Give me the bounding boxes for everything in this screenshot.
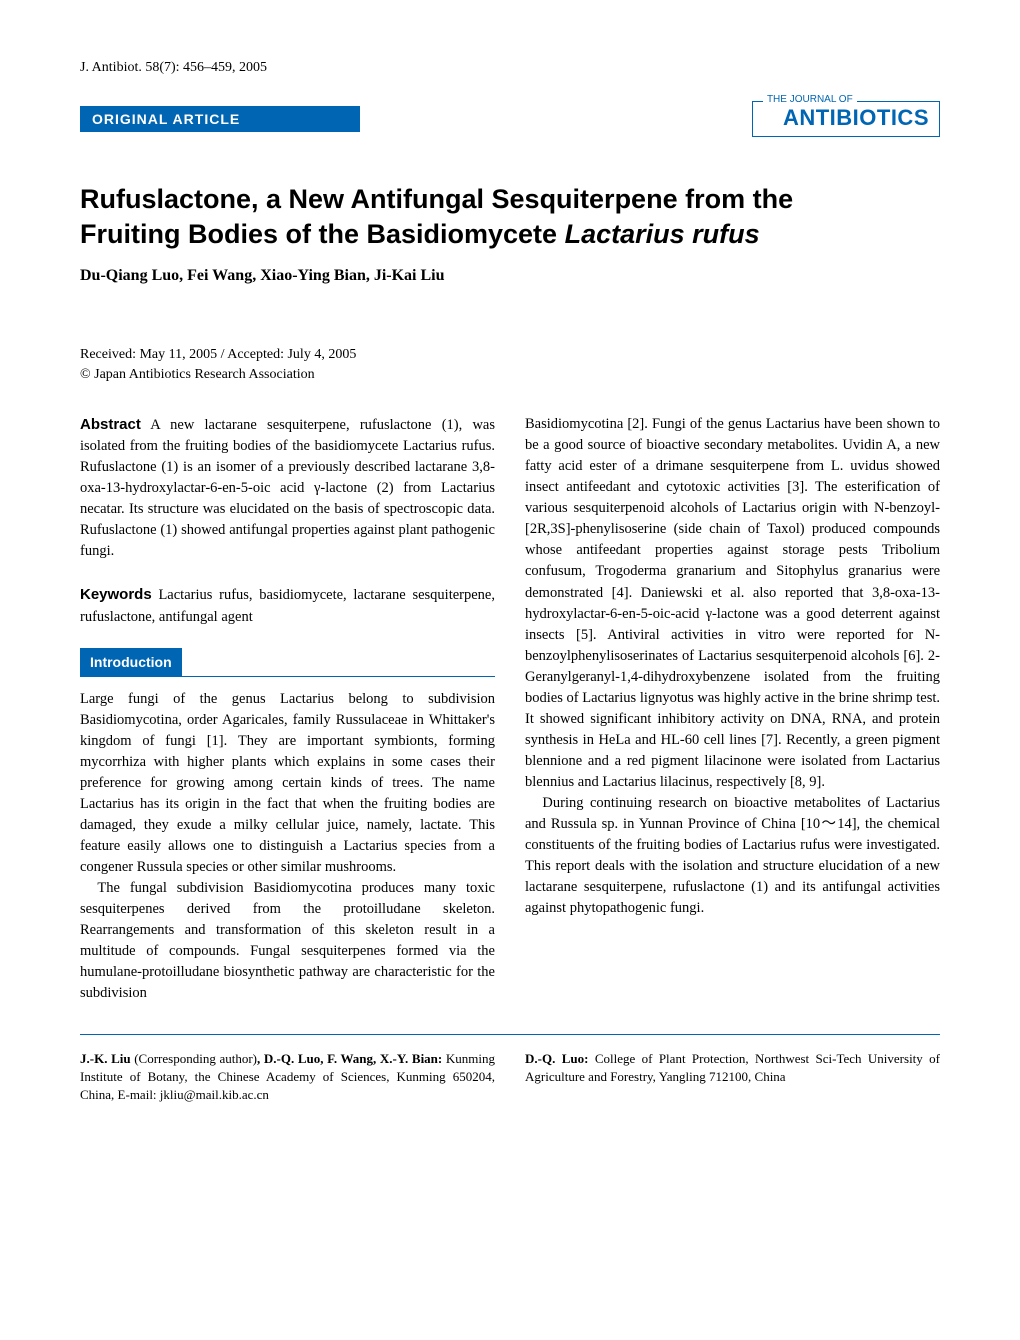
citation-text: J. Antibiot. 58(7): 456–459, 2005 (80, 60, 940, 76)
copyright: © Japan Antibiotics Research Association (80, 365, 940, 385)
footer-coauthors: , D.-Q. Luo, F. Wang, X.-Y. Bian: (257, 1051, 446, 1066)
title-line1: Rufuslactone, a New Antifungal Sesquiter… (80, 184, 793, 214)
footer-author-right: D.-Q. Luo: (525, 1051, 595, 1066)
keywords-block: Keywords Lactarius rufus, basidiomycete,… (80, 584, 495, 627)
footer-left: J.-K. Liu (Corresponding author), D.-Q. … (80, 1050, 495, 1105)
journal-prefix: THE JOURNAL OF (763, 94, 857, 105)
intro-paragraph-1: Large fungi of the genus Lactarius belon… (80, 689, 495, 878)
abstract-label: Abstract (80, 416, 141, 433)
journal-name: ANTIBIOTICS (783, 105, 929, 131)
footer-right: D.-Q. Luo: College of Plant Protection, … (525, 1050, 940, 1105)
abstract-block: Abstract A new lactarane sesquiterpene, … (80, 414, 495, 562)
introduction-header-wrap: Introduction (80, 648, 495, 677)
article-title: Rufuslactone, a New Antifungal Sesquiter… (80, 182, 940, 252)
keywords-label: Keywords (80, 586, 152, 603)
footer-author-main: J.-K. Liu (80, 1051, 134, 1066)
article-type-tag: ORIGINAL ARTICLE (80, 106, 360, 132)
right-paragraph-2: During continuing research on bioactive … (525, 793, 940, 919)
introduction-header: Introduction (80, 648, 182, 676)
footer: J.-K. Liu (Corresponding author), D.-Q. … (80, 1050, 940, 1105)
right-column: Basidiomycotina [2]. Fungi of the genus … (525, 414, 940, 1004)
title-species: Lactarius rufus (565, 219, 760, 249)
footer-divider (80, 1034, 940, 1035)
abstract-text: A new lactarane sesquiterpene, rufuslact… (80, 417, 495, 559)
intro-paragraph-2: The fungal subdivision Basidiomycotina p… (80, 878, 495, 1004)
received-accepted: Received: May 11, 2005 / Accepted: July … (80, 345, 940, 365)
title-line2-prefix: Fruiting Bodies of the Basidiomycete (80, 219, 565, 249)
top-row: ORIGINAL ARTICLE THE JOURNAL OF ANTIBIOT… (80, 101, 940, 137)
left-column: Abstract A new lactarane sesquiterpene, … (80, 414, 495, 1004)
dates-block: Received: May 11, 2005 / Accepted: July … (80, 345, 940, 384)
journal-logo: THE JOURNAL OF ANTIBIOTICS (752, 101, 940, 137)
right-paragraph-1: Basidiomycotina [2]. Fungi of the genus … (525, 414, 940, 792)
main-content: Abstract A new lactarane sesquiterpene, … (80, 414, 940, 1004)
footer-corresponding: (Corresponding author) (134, 1051, 257, 1066)
authors-list: Du-Qiang Luo, Fei Wang, Xiao-Ying Bian, … (80, 267, 940, 285)
